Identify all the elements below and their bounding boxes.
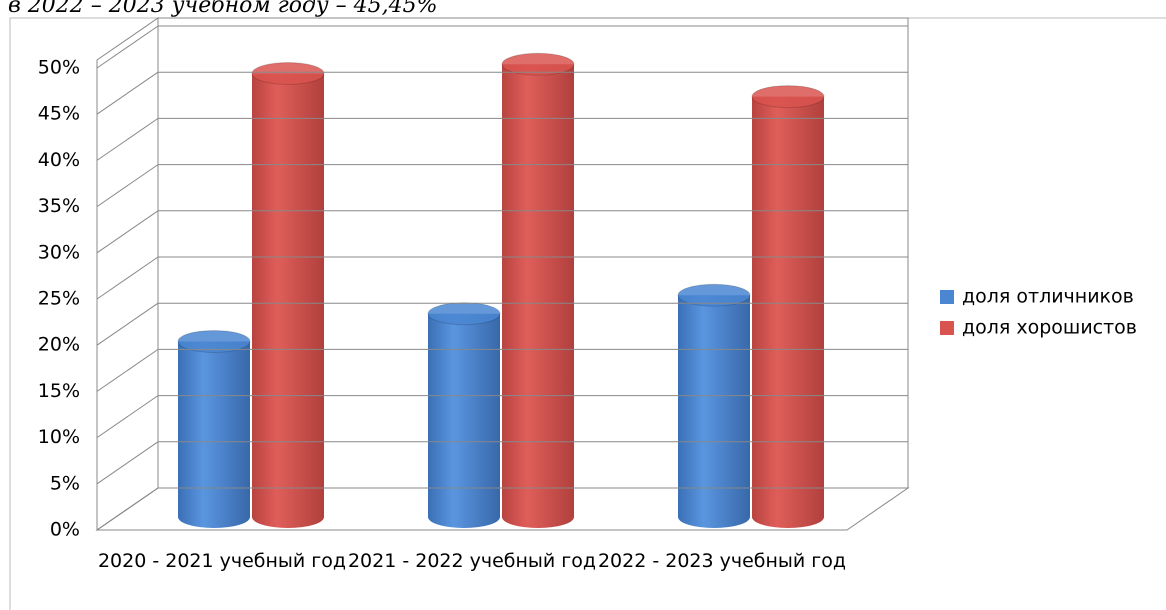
annotation: в 2022 – 2023 учебном году – 45,45% xyxy=(8,0,438,18)
y-tick-label: 20% xyxy=(38,334,80,356)
y-tick-label: 30% xyxy=(38,241,80,263)
cylinder xyxy=(427,302,501,528)
cylinder-top xyxy=(751,85,825,109)
grid-line xyxy=(96,395,159,439)
y-tick-label: 35% xyxy=(38,195,80,217)
cylinder-top xyxy=(677,283,751,307)
legend-swatch xyxy=(940,321,954,335)
y-tick-label: 45% xyxy=(38,103,80,125)
grid-line xyxy=(96,71,159,115)
y-tick-label: 40% xyxy=(38,149,80,171)
legend-label: доля хорошистов xyxy=(962,317,1137,339)
grid-line xyxy=(96,164,159,208)
y-tick-label: 25% xyxy=(38,288,80,310)
cylinder-body xyxy=(428,313,500,528)
cylinder-top xyxy=(427,302,501,326)
cylinder xyxy=(501,52,575,529)
cylinder-top xyxy=(177,329,251,353)
legend-label: доля отличников xyxy=(962,286,1134,308)
cylinder xyxy=(677,283,751,528)
cylinder-body xyxy=(502,64,574,529)
cylinder-body xyxy=(678,295,750,528)
x-tick-label: 2022 - 2023 учебный год xyxy=(597,550,847,572)
x-tick-label: 2020 - 2021 учебный год xyxy=(97,550,347,572)
cylinder-body xyxy=(252,73,324,528)
y-tick-label: 0% xyxy=(50,519,80,541)
grid-line xyxy=(96,441,159,485)
y-tick-label: 15% xyxy=(38,380,80,402)
cylinder-body xyxy=(752,96,824,528)
cylinder-top xyxy=(251,61,325,85)
cylinder-top xyxy=(501,52,575,76)
y-tick-label: 5% xyxy=(50,472,80,494)
grid-line xyxy=(96,210,159,254)
grid-line xyxy=(96,487,159,531)
cylinder-body xyxy=(178,341,250,528)
x-tick-label: 2021 - 2022 учебный год xyxy=(347,550,597,572)
grid-line xyxy=(96,117,159,161)
grid-line xyxy=(96,302,159,346)
grid-line xyxy=(96,256,159,300)
grid-line xyxy=(96,348,159,392)
y-tick-label: 50% xyxy=(38,57,80,79)
cylinder xyxy=(251,61,325,528)
cylinder xyxy=(177,329,251,528)
grid-line xyxy=(96,25,159,69)
plot xyxy=(177,52,825,529)
cylinder xyxy=(751,85,825,528)
y-tick-label: 10% xyxy=(38,426,80,448)
side-wall xyxy=(96,17,159,531)
legend-swatch xyxy=(940,290,954,304)
